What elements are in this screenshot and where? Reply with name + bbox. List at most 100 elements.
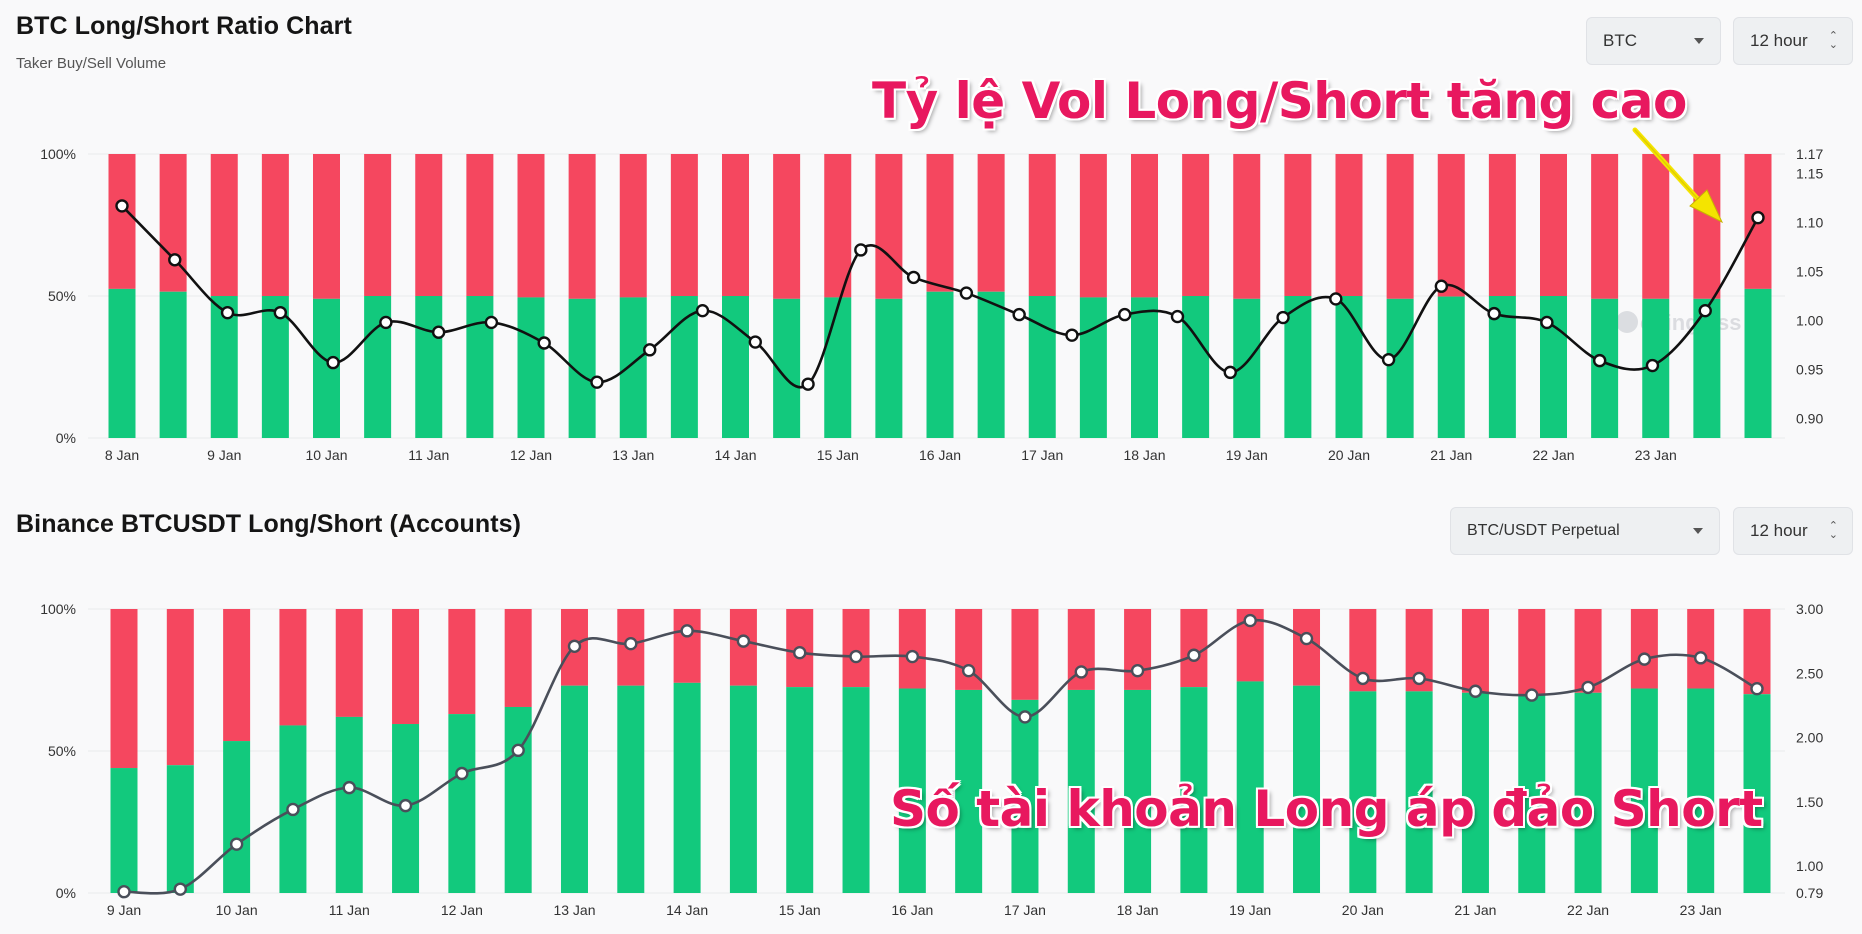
ratio-point: [1540, 315, 1554, 330]
ratio-point: [736, 634, 751, 648]
x-tick-label: 18 Jan: [1117, 902, 1159, 918]
x-tick-label: 22 Jan: [1567, 902, 1609, 918]
bar-long: [1233, 298, 1261, 438]
bar-long: [1386, 298, 1414, 438]
bar-long: [1574, 692, 1602, 893]
bar-short: [1540, 154, 1567, 296]
bar-long: [1028, 296, 1056, 438]
bar-long: [1630, 688, 1658, 893]
bar-short: [1284, 154, 1312, 296]
x-tick-label: 15 Jan: [817, 447, 859, 463]
bar-short: [898, 609, 926, 689]
ratio-point: [849, 649, 863, 664]
ratio-point: [1487, 306, 1501, 321]
interval-select-1[interactable]: 12 hour ⌃ ⌄: [1733, 17, 1853, 65]
bar-long: [1180, 687, 1208, 893]
chart1-plot: coinglass100%50%0%1.171.151.101.051.000.…: [40, 146, 1823, 463]
updown-icon: ⌃ ⌄: [1828, 520, 1838, 541]
coin-select-value: BTC: [1603, 31, 1637, 50]
ratio-point: [1434, 279, 1449, 293]
chart2-title: Binance BTCUSDT Long/Short (Accounts): [16, 510, 522, 538]
bar-long: [1335, 296, 1363, 438]
annotation-top: Tỷ lệ Vol Long/Short tăng cao: [872, 72, 1687, 130]
bar-short: [210, 154, 238, 296]
x-tick-label: 19 Jan: [1226, 447, 1268, 463]
x-tick-label: 17 Jan: [1004, 902, 1046, 918]
ratio-point: [1065, 328, 1079, 342]
ratio-point: [1074, 665, 1088, 679]
bar-long: [1744, 288, 1772, 438]
bar-long: [926, 291, 954, 438]
x-tick-label: 14 Jan: [714, 447, 756, 463]
ratio-point: [1223, 365, 1237, 380]
bar-short: [335, 609, 363, 717]
ratio-point: [1645, 358, 1660, 373]
ratio-point: [1170, 309, 1185, 324]
bar-long: [875, 298, 903, 438]
y-right-tick-label: 2.50: [1796, 665, 1823, 681]
y-left-tick-label: 0%: [56, 885, 76, 901]
ratio-point: [854, 243, 868, 257]
ratio-point: [590, 375, 604, 389]
x-tick-label: 18 Jan: [1123, 447, 1165, 463]
pair-select[interactable]: BTC/USDT Perpetual: [1450, 507, 1720, 555]
ratio-point: [1012, 307, 1026, 322]
x-tick-label: 10 Jan: [305, 447, 347, 463]
bar-short: [842, 609, 870, 688]
y-right-tick-label: 1.17: [1796, 146, 1823, 162]
bar-short: [1518, 609, 1546, 695]
ratio-point: [793, 645, 807, 660]
x-tick-label: 14 Jan: [666, 902, 708, 918]
x-tick-label: 11 Jan: [408, 447, 449, 463]
bar-short: [1461, 609, 1489, 693]
bar-long: [977, 291, 1005, 438]
bar-short: [1437, 154, 1465, 297]
ratio-point: [342, 780, 356, 795]
bar-long: [108, 288, 136, 438]
bar-short: [108, 154, 136, 289]
bar-long: [1293, 685, 1321, 893]
y-right-tick-label: 1.10: [1796, 215, 1823, 231]
ratio-point: [801, 377, 815, 391]
y-left-tick-label: 50%: [48, 743, 76, 759]
ratio-point: [173, 882, 188, 896]
bar-long: [1687, 688, 1715, 893]
interval-select-2[interactable]: 12 hour ⌃ ⌄: [1733, 507, 1853, 555]
bar-short: [392, 609, 420, 725]
ratio-point: [1581, 680, 1595, 695]
bar-short: [1386, 154, 1414, 299]
bar-short: [1180, 609, 1208, 688]
bar-long: [1461, 692, 1489, 893]
bar-short: [504, 609, 532, 707]
ratio-point: [511, 743, 525, 758]
bar-long: [1131, 297, 1158, 438]
bar-short: [1630, 609, 1658, 689]
ratio-point: [229, 837, 244, 851]
x-tick-label: 21 Jan: [1430, 447, 1472, 463]
ratio-point: [273, 305, 288, 320]
ratio-point: [431, 325, 446, 339]
bar-long: [1011, 699, 1039, 893]
ratio-point: [484, 315, 499, 330]
bar-long: [1067, 689, 1095, 893]
bar-short: [466, 154, 494, 296]
x-tick-label: 12 Jan: [510, 447, 552, 463]
x-tick-label: 17 Jan: [1021, 447, 1063, 463]
bar-short: [1079, 154, 1107, 298]
bar-long: [517, 297, 545, 438]
chevron-down-icon: [1694, 38, 1704, 44]
bar-short: [568, 154, 596, 299]
coin-select[interactable]: BTC: [1586, 17, 1721, 65]
bar-short: [223, 609, 251, 742]
bar-short: [773, 154, 801, 299]
bar-short: [517, 154, 545, 298]
bar-long: [110, 768, 138, 893]
bar-long: [415, 296, 443, 438]
bar-long: [560, 685, 588, 893]
x-tick-label: 10 Jan: [216, 902, 258, 918]
x-tick-label: 20 Jan: [1328, 447, 1370, 463]
bar-short: [977, 154, 1005, 292]
x-tick-label: 16 Jan: [891, 902, 933, 918]
interval-select-1-value: 12 hour: [1750, 31, 1808, 50]
ratio-point: [1329, 292, 1343, 306]
